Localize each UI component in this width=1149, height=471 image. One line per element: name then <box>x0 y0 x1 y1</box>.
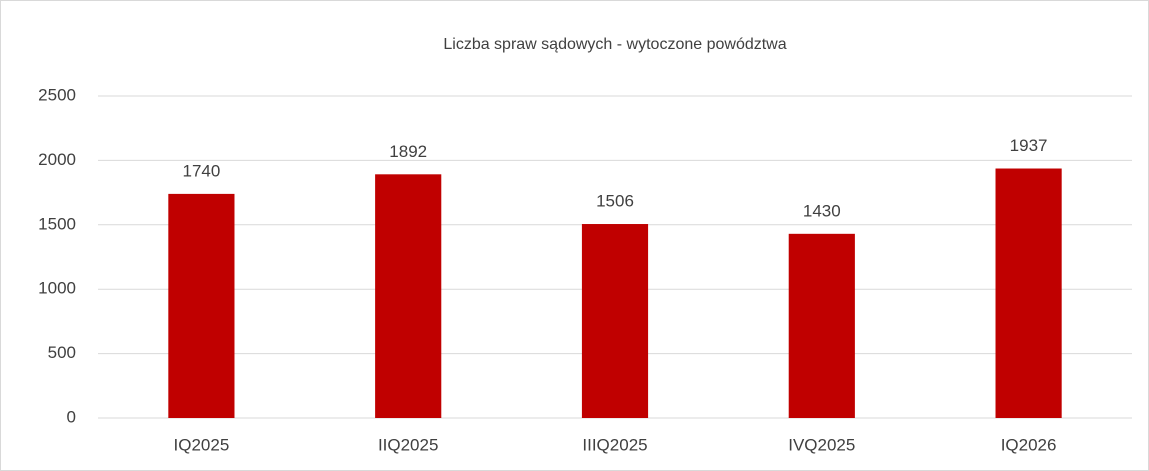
bar <box>788 233 855 418</box>
data-label: 1937 <box>1010 136 1048 155</box>
x-tick-label: IIIQ2025 <box>582 435 647 454</box>
bar <box>995 168 1062 418</box>
y-tick-label: 2500 <box>38 85 76 104</box>
data-label: 1506 <box>596 192 634 211</box>
x-tick-label: IQ2025 <box>174 435 230 454</box>
bar <box>375 174 442 418</box>
x-tick-label: IVQ2025 <box>788 435 855 454</box>
chart-title: Liczba spraw sądowych - wytoczone powódz… <box>443 36 786 53</box>
y-tick-label: 1500 <box>38 214 76 233</box>
data-label: 1430 <box>803 201 841 220</box>
y-tick-label: 0 <box>67 407 76 426</box>
x-tick-label: IQ2026 <box>1001 435 1057 454</box>
bar <box>168 193 235 418</box>
y-tick-label: 500 <box>48 343 76 362</box>
x-tick-label: IIQ2025 <box>378 435 439 454</box>
y-tick-label: 2000 <box>38 150 76 169</box>
data-label: 1892 <box>389 142 427 161</box>
data-label: 1740 <box>182 161 220 180</box>
y-tick-label: 1000 <box>38 279 76 298</box>
bar <box>581 224 649 418</box>
